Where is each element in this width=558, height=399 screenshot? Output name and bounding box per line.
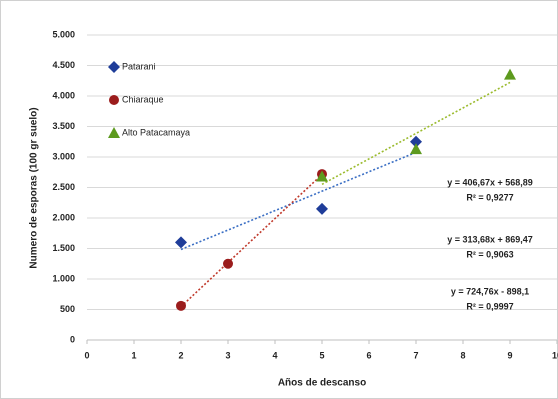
- trendline: [180, 173, 323, 308]
- x-tick-label: 6: [366, 350, 371, 360]
- marker: [175, 236, 187, 249]
- x-tick-label: 4: [272, 350, 277, 360]
- marker: [410, 143, 422, 155]
- y-tick-label: 2.000: [52, 212, 75, 222]
- trend-equation: y = 724,76x - 898,1: [451, 286, 529, 296]
- marker: [109, 95, 119, 105]
- legend-label: Chiaraque: [122, 94, 164, 104]
- marker: [108, 61, 120, 73]
- x-tick-label: 0: [84, 350, 89, 360]
- y-tick-label: 1.000: [52, 273, 75, 283]
- trend-r2: R² = 0,9063: [466, 249, 513, 259]
- trend-r2: R² = 0,9997: [466, 301, 513, 311]
- x-tick-label: 2: [178, 350, 183, 360]
- trend-equation: y = 313,68x + 869,47: [447, 234, 533, 244]
- marker: [316, 170, 328, 182]
- x-tick-label: 8: [460, 350, 465, 360]
- y-tick-label: 0: [70, 334, 75, 344]
- y-tick-label: 5.000: [52, 29, 75, 39]
- y-tick-label: 2.500: [52, 182, 75, 192]
- y-tick-label: 4.000: [52, 90, 75, 100]
- marker: [108, 127, 120, 138]
- y-tick-label: 3.000: [52, 151, 75, 161]
- trend-equation: y = 406,67x + 568,89: [447, 177, 533, 187]
- y-tick-label: 500: [60, 304, 75, 314]
- y-tick-label: 3.500: [52, 121, 75, 131]
- trend-r2: R² = 0,9277: [466, 192, 513, 202]
- x-tick-label: 1: [131, 350, 136, 360]
- marker: [223, 258, 233, 269]
- x-tick-label: 3: [225, 350, 230, 360]
- x-tick-label: 10: [552, 350, 558, 360]
- legend-label: Alto Patacamaya: [122, 127, 190, 137]
- x-axis-title: Años de descanso: [278, 378, 366, 389]
- marker: [410, 135, 422, 148]
- marker: [316, 202, 328, 215]
- marker: [176, 300, 186, 311]
- y-tick-label: 4.500: [52, 60, 75, 70]
- marker: [504, 68, 516, 80]
- legend-label: Patarani: [122, 61, 156, 71]
- y-tick-label: 1.500: [52, 243, 75, 253]
- x-tick-label: 7: [413, 350, 418, 360]
- x-tick-label: 9: [507, 350, 512, 360]
- x-tick-label: 5: [319, 350, 324, 360]
- y-axis-title: Numero de esporas (100 gr suelo): [29, 107, 40, 268]
